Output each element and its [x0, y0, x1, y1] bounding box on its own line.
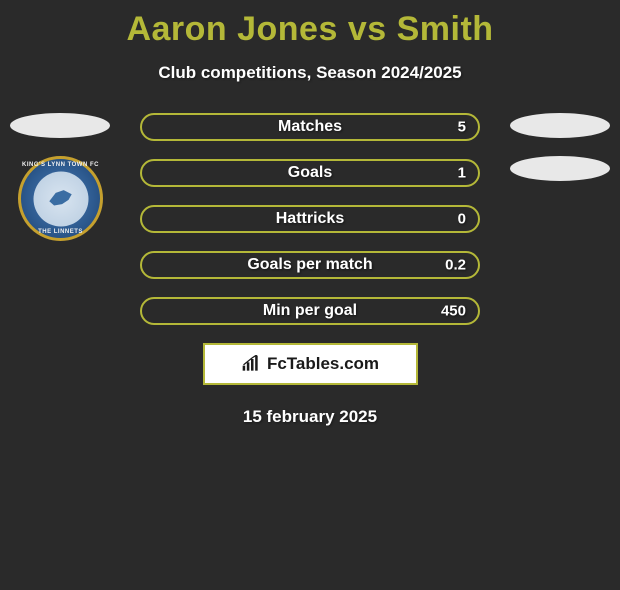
chart-icon: [241, 355, 261, 373]
page-title: Aaron Jones vs Smith: [0, 10, 620, 49]
stat-label: Goals: [142, 164, 478, 182]
subtitle: Club competitions, Season 2024/2025: [0, 63, 620, 83]
player-left-ellipse: [10, 113, 110, 138]
left-player-column: KING'S LYNN TOWN FC THE LINNETS: [10, 113, 110, 241]
stat-bar-min-per-goal: Min per goal 450: [140, 297, 480, 325]
stat-bar-goals: Goals 1: [140, 159, 480, 187]
stat-bar-hattricks: Hattricks 0: [140, 205, 480, 233]
stat-right-value: 0.2: [445, 257, 466, 274]
stat-label: Min per goal: [142, 302, 478, 320]
stat-right-value: 450: [441, 303, 466, 320]
stat-bar-matches: Matches 5: [140, 113, 480, 141]
stat-right-value: 5: [458, 119, 466, 136]
badge-top-text: KING'S LYNN TOWN FC: [21, 162, 100, 168]
stats-bars: Matches 5 Goals 1 Hattricks 0 Goals per …: [140, 113, 480, 325]
player-right-ellipse-2: [510, 156, 610, 181]
brand-box[interactable]: FcTables.com: [203, 343, 418, 385]
club-badge: KING'S LYNN TOWN FC THE LINNETS: [18, 156, 103, 241]
stat-right-value: 1: [458, 165, 466, 182]
stat-label: Goals per match: [142, 256, 478, 274]
brand-text: FcTables.com: [267, 354, 379, 374]
bird-icon: [45, 185, 77, 213]
stat-label: Hattricks: [142, 210, 478, 228]
stat-bar-goals-per-match: Goals per match 0.2: [140, 251, 480, 279]
comparison-area: KING'S LYNN TOWN FC THE LINNETS Matches …: [0, 113, 620, 427]
stat-right-value: 0: [458, 211, 466, 228]
right-player-column: [510, 113, 610, 199]
badge-inner-circle: [33, 171, 88, 226]
badge-bottom-text: THE LINNETS: [21, 229, 100, 235]
stat-label: Matches: [142, 118, 478, 136]
player-right-ellipse-1: [510, 113, 610, 138]
date-text: 15 february 2025: [10, 407, 610, 427]
